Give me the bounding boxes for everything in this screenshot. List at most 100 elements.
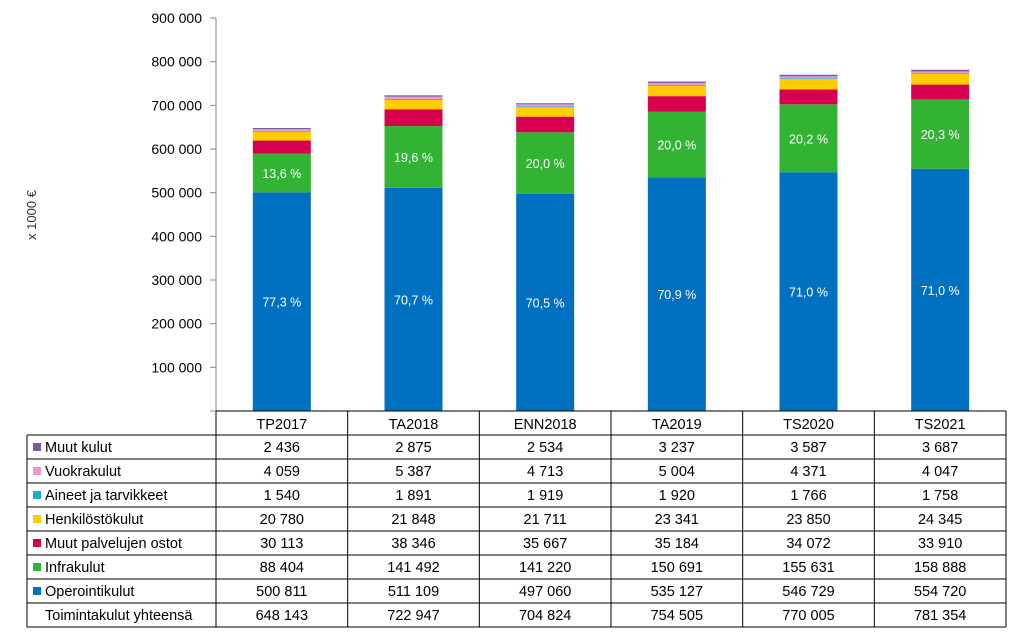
bar-segment	[516, 193, 575, 411]
category-label: TS2021	[915, 417, 966, 433]
bar-segment	[516, 103, 575, 105]
bar-segment	[252, 140, 311, 154]
bar-percent-label: 20,0 %	[526, 157, 565, 171]
bar-segment	[647, 177, 706, 411]
y-axis: 100 000 200 000 300 000 400 000 500 000 600 0…	[151, 10, 217, 412]
totals-cell: 704 824	[519, 608, 571, 624]
table-cell: 155 631	[782, 560, 834, 576]
totals-cell: 648 143	[256, 608, 308, 624]
totals-cell: 754 505	[651, 608, 703, 624]
table-cell: 20 780	[260, 512, 304, 528]
bar-segment	[779, 78, 838, 80]
table-cell: 4 047	[922, 464, 958, 480]
legend-swatch	[33, 491, 41, 499]
bar-segment	[252, 130, 311, 132]
category-label: TA2019	[652, 417, 702, 433]
y-tick-label: 600 000	[151, 141, 202, 157]
bar-segment	[779, 74, 838, 77]
bar-segment	[647, 85, 706, 86]
table-cell: 1 891	[395, 488, 431, 504]
table-cell: 3 237	[659, 440, 695, 456]
table-cell: 2 534	[527, 440, 563, 456]
bar-segment	[516, 104, 575, 107]
bar-segment	[779, 89, 838, 105]
bar-segment	[779, 79, 838, 90]
bar-percent-label: 71,0 %	[789, 286, 828, 300]
bar-percent-label: 77,3 %	[262, 296, 301, 310]
y-tick-label: 900 000	[151, 10, 202, 26]
legend-entry: Aineet ja tarvikkeet	[45, 488, 168, 504]
bar-percent-label: 70,5 %	[526, 296, 565, 310]
bar-percent-label: 19,6 %	[394, 151, 433, 165]
bar-segment	[384, 98, 443, 100]
bar-segment	[647, 81, 706, 83]
bar-percent-label: 71,0 %	[921, 284, 960, 298]
bar-segment	[779, 104, 838, 173]
bar-segment	[647, 85, 706, 97]
table-cell: 1 540	[264, 488, 300, 504]
table-cell: 1 920	[659, 488, 695, 504]
bar-segment	[384, 126, 443, 188]
y-tick-label: 300 000	[151, 272, 202, 288]
table-cell: 21 711	[524, 512, 567, 528]
y-tick-label: 400 000	[151, 228, 202, 244]
bar-percent-label: 20,2 %	[789, 132, 828, 146]
y-tick-label: 500 000	[151, 185, 202, 201]
bar-percent-label: 20,0 %	[657, 138, 696, 152]
table-cell: 150 691	[651, 560, 703, 576]
table-cell: 88 404	[260, 560, 304, 576]
legend-entry: Operointikulut	[45, 584, 134, 600]
table-cell: 35 667	[523, 536, 567, 552]
legend-entry: Henkilöstökulut	[45, 512, 143, 528]
table-cell: 30 113	[260, 536, 303, 552]
y-axis-label: x 1000 €	[24, 189, 39, 240]
table-cell: 511 109	[388, 584, 439, 600]
bar-segment	[647, 111, 706, 178]
bar-segment	[779, 172, 838, 411]
bar-segment	[384, 99, 443, 110]
table-cell: 4 713	[527, 464, 563, 480]
bar-segment	[911, 99, 970, 169]
bar-segment	[252, 131, 311, 141]
legend-entry: Infrakulut	[45, 560, 105, 576]
category-label: TP2017	[256, 417, 307, 433]
category-label: TS2020	[783, 417, 834, 433]
bar-segment	[384, 95, 443, 97]
table-cell: 1 758	[922, 488, 958, 504]
totals-label: Toimintakulut yhteensä	[45, 608, 193, 624]
data-table: TP2017 TA2018 ENN2018 TA2019 TS2020 TS2021 Muu…	[26, 410, 1007, 628]
legend-entry: Muut kulut	[45, 440, 112, 456]
totals-cell: 722 947	[387, 608, 439, 624]
totals-cell: 770 005	[782, 608, 834, 624]
table-cell: 4 059	[264, 464, 300, 480]
bar-segment	[516, 116, 575, 133]
table-cell: 2 436	[264, 440, 300, 456]
bar-percent-label: 70,9 %	[657, 288, 696, 302]
legend-swatch	[33, 539, 41, 547]
bar-area: 77,3 % 13,6 % 70,7 % 19,6 % 70,5 % 20,0 % 70,9…	[252, 69, 970, 411]
table-cell: 5 387	[395, 464, 431, 480]
legend-swatch	[33, 467, 41, 475]
table-cell: 23 850	[786, 512, 830, 528]
table-cell: 2 875	[395, 440, 431, 456]
category-label: TA2018	[389, 417, 439, 433]
legend-entry: Vuokrakulut	[45, 464, 121, 480]
table-cell: 4 371	[790, 464, 826, 480]
bar-percent-label: 20,3 %	[921, 128, 960, 142]
table-cell: 3 687	[922, 440, 958, 456]
bar-segment	[384, 187, 443, 411]
table-cell: 21 848	[391, 512, 435, 528]
bar-segment	[252, 129, 311, 131]
table-cell: 497 060	[519, 584, 571, 600]
bar-percent-label: 70,7 %	[394, 293, 433, 307]
bar-segment	[252, 153, 311, 193]
bar-segment	[252, 127, 311, 130]
bar-segment	[384, 109, 443, 127]
bar-segment	[911, 73, 970, 85]
bar-segment	[911, 73, 970, 74]
totals-cell: 781 354	[914, 608, 966, 624]
table-cell: 24 345	[918, 512, 962, 528]
legend-swatch	[33, 443, 41, 451]
y-tick-label: 700 000	[151, 97, 202, 113]
